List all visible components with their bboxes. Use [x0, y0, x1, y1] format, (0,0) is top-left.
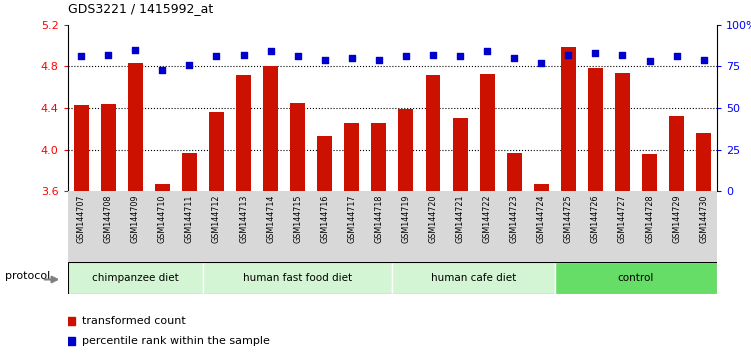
Bar: [615, 73, 630, 191]
Bar: [155, 184, 170, 191]
Point: [183, 62, 195, 68]
Point: [102, 52, 114, 58]
Text: chimpanzee diet: chimpanzee diet: [92, 273, 179, 283]
Bar: [317, 136, 332, 191]
Bar: [74, 105, 89, 191]
Point: [562, 52, 575, 58]
Text: GSM144719: GSM144719: [402, 195, 411, 243]
Point: [508, 55, 520, 61]
Text: GSM144720: GSM144720: [429, 195, 438, 243]
Bar: [290, 103, 305, 191]
Point: [264, 48, 276, 54]
Text: human cafe diet: human cafe diet: [431, 273, 516, 283]
Point: [644, 58, 656, 64]
Point: [75, 53, 87, 59]
Point: [129, 47, 141, 52]
Point: [210, 53, 222, 59]
Text: GSM144721: GSM144721: [456, 195, 465, 243]
Bar: [534, 184, 549, 191]
Text: GSM144707: GSM144707: [77, 195, 86, 243]
Point: [372, 57, 385, 63]
Bar: [203, 262, 392, 294]
Text: GSM144717: GSM144717: [347, 195, 356, 243]
Text: GSM144715: GSM144715: [293, 195, 302, 243]
Point: [345, 55, 357, 61]
Text: GSM144723: GSM144723: [510, 195, 519, 243]
Bar: [392, 262, 555, 294]
Bar: [426, 75, 440, 191]
Point: [535, 60, 547, 66]
Text: GSM144716: GSM144716: [320, 195, 329, 243]
Text: GSM144730: GSM144730: [699, 195, 708, 243]
Point: [156, 67, 168, 73]
Point: [291, 53, 303, 59]
Text: transformed count: transformed count: [82, 316, 185, 326]
Point: [427, 52, 439, 58]
Text: GSM144726: GSM144726: [591, 195, 600, 243]
Bar: [399, 109, 413, 191]
Point: [698, 57, 710, 63]
Text: GSM144718: GSM144718: [374, 195, 383, 243]
Bar: [561, 47, 576, 191]
Bar: [128, 63, 143, 191]
Text: GSM144725: GSM144725: [564, 195, 573, 243]
Text: GSM144728: GSM144728: [645, 195, 654, 243]
Text: protocol: protocol: [5, 271, 50, 281]
Point: [590, 50, 602, 56]
Bar: [68, 262, 203, 294]
Bar: [68, 191, 717, 262]
Text: GSM144710: GSM144710: [158, 195, 167, 243]
Point: [481, 48, 493, 54]
Text: GSM144724: GSM144724: [537, 195, 546, 243]
Bar: [696, 133, 711, 191]
Bar: [480, 74, 495, 191]
Text: GSM144722: GSM144722: [483, 195, 492, 243]
Bar: [555, 262, 717, 294]
Bar: [453, 118, 468, 191]
Text: human fast food diet: human fast food diet: [243, 273, 352, 283]
Bar: [669, 116, 684, 191]
Text: control: control: [618, 273, 654, 283]
Point: [454, 53, 466, 59]
Text: GSM144727: GSM144727: [618, 195, 627, 243]
Bar: [182, 153, 197, 191]
Text: GSM144708: GSM144708: [104, 195, 113, 243]
Text: GSM144711: GSM144711: [185, 195, 194, 243]
Bar: [588, 68, 603, 191]
Text: GSM144709: GSM144709: [131, 195, 140, 243]
Text: GDS3221 / 1415992_at: GDS3221 / 1415992_at: [68, 2, 213, 15]
Point: [671, 53, 683, 59]
Text: GSM144713: GSM144713: [239, 195, 248, 243]
Bar: [263, 66, 278, 191]
Text: GSM144714: GSM144714: [266, 195, 275, 243]
Text: GSM144712: GSM144712: [212, 195, 221, 243]
Bar: [507, 153, 522, 191]
Bar: [209, 112, 224, 191]
Bar: [372, 122, 386, 191]
Point: [400, 53, 412, 59]
Bar: [236, 75, 251, 191]
Point: [617, 52, 629, 58]
Point: [237, 52, 249, 58]
Point: [318, 57, 330, 63]
Text: percentile rank within the sample: percentile rank within the sample: [82, 336, 270, 346]
Bar: [345, 122, 359, 191]
Text: GSM144729: GSM144729: [672, 195, 681, 243]
Bar: [642, 154, 657, 191]
Bar: [101, 104, 116, 191]
